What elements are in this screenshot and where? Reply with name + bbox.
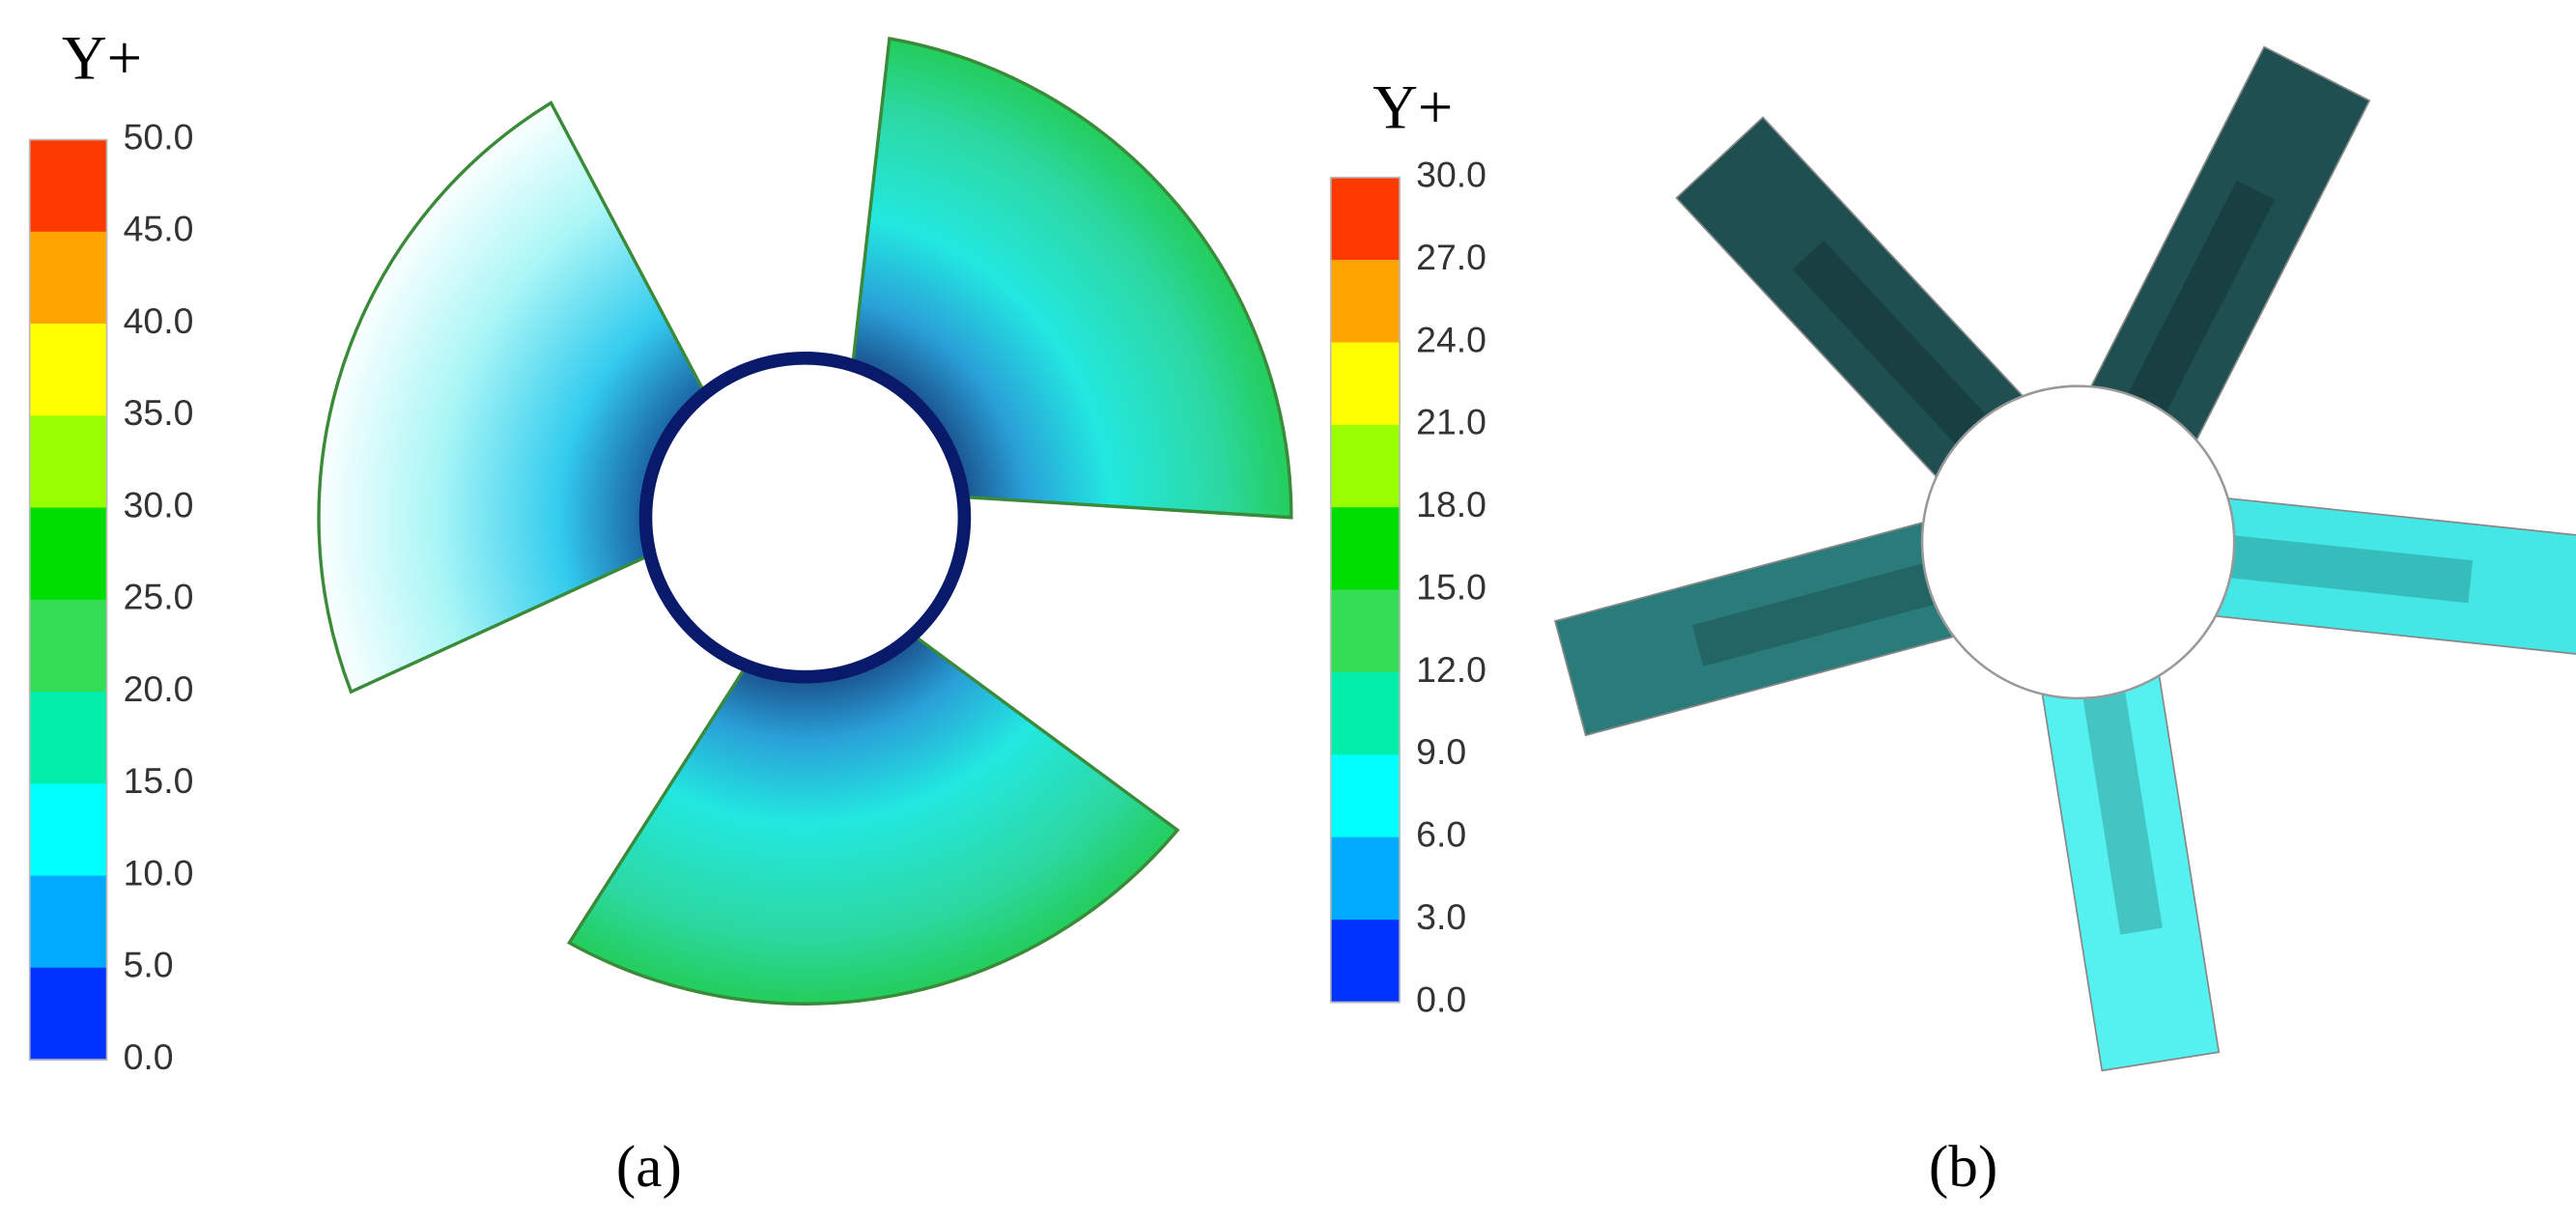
blade (850, 36, 1293, 520)
fan-b (1553, 45, 2576, 1072)
colorbar-tick-label: 15.0 (124, 760, 194, 801)
colorbars: 50.0 45.0 40.0 35.0 30.0 25.0 20.0 15.0 10.0 5.0 0… (28, 116, 1486, 1077)
colorbar-segment (29, 692, 107, 785)
blade (2036, 645, 2221, 1072)
colorbar-tick-label: 0.0 (124, 1036, 174, 1077)
colorbar-tick-label: 6.0 (1416, 814, 1466, 855)
colorbar-frame (1329, 176, 1401, 1004)
colorbar-segment (1330, 920, 1401, 1004)
colorbar-tick-label: 20.0 (124, 668, 194, 709)
colorbar-frame (28, 138, 108, 1061)
colorbar-tick-label: 0.0 (1416, 978, 1466, 1019)
blade-core (1692, 561, 1941, 666)
blade (317, 100, 711, 695)
colorbar-tick-label: 3.0 (1416, 896, 1466, 937)
colorbar-segment (1330, 260, 1401, 344)
colorbar-segment (29, 139, 107, 233)
colorbar-tick-label: 25.0 (124, 577, 194, 617)
colorbar-segment (1330, 671, 1401, 756)
colorbar-tick-label: 35.0 (124, 392, 194, 433)
legend-title: Y+ (62, 23, 142, 93)
blade-core (2081, 684, 2163, 935)
legend-title: Y+ (1373, 72, 1453, 142)
colorbar-tick-label: 12.0 (1416, 649, 1486, 690)
colorbar-tick-label: 15.0 (1416, 566, 1486, 607)
colorbar-segment (29, 324, 107, 417)
colorbar-tick-label: 40.0 (124, 300, 194, 341)
colorbar-segment (29, 599, 107, 693)
colorbar-tick-label: 21.0 (1416, 402, 1486, 442)
colorbar-tick-label: 27.0 (1416, 237, 1486, 277)
colorbar-segment (1330, 424, 1401, 509)
colorbar-segment (29, 231, 107, 325)
colorbar-segment (1330, 754, 1401, 838)
colorbar-tick-label: 10.0 (124, 852, 194, 893)
colorbar-segment (1330, 177, 1401, 261)
colorbar-segment (29, 507, 107, 601)
colorbar-tick-label: 30.0 (124, 484, 194, 524)
colorbar-tick-label: 5.0 (124, 945, 174, 985)
colorbar-segment (1330, 836, 1401, 921)
colorbar-segment (1330, 342, 1401, 426)
hub-b (1920, 384, 2236, 700)
blade-core (2222, 534, 2474, 604)
colorbar-segment (29, 967, 107, 1061)
colorbar-segment (29, 415, 107, 509)
blade (2076, 45, 2371, 468)
panel-label: (b) (1929, 1134, 1997, 1200)
blade (566, 628, 1180, 1006)
colorbar-tick-label: 9.0 (1416, 731, 1466, 772)
blade-core (2124, 180, 2276, 420)
colorbar-tick-label: 18.0 (1416, 484, 1486, 524)
colorbar-segment (29, 783, 107, 877)
panel-label: (a) (616, 1134, 682, 1200)
hub-a (638, 351, 972, 684)
colorbar-segment (1330, 589, 1401, 673)
colorbar-segment (1330, 507, 1401, 591)
colorbar-tick-label: 45.0 (124, 209, 194, 249)
colorbar-tick-label: 24.0 (1416, 319, 1486, 359)
fan-a (317, 36, 1293, 1006)
blade (2185, 494, 2576, 657)
colorbar-segment (29, 875, 107, 969)
colorbar-tick-label: 50.0 (124, 116, 194, 156)
colorbar-tick-label: 30.0 (1416, 155, 1486, 195)
blade (1553, 513, 1984, 737)
blade-core (1792, 240, 1993, 450)
